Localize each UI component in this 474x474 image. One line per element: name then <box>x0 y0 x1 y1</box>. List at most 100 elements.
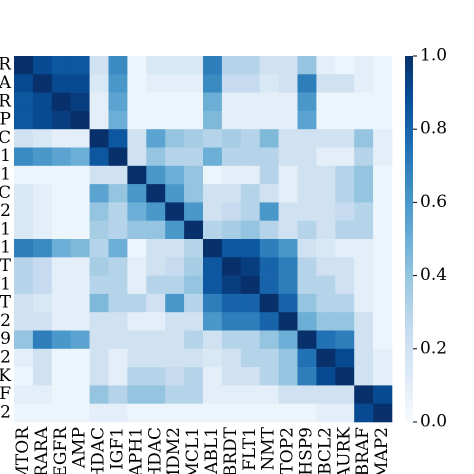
heatmap-cell <box>373 110 393 130</box>
heatmap-cell <box>146 257 166 276</box>
heatmap-cell <box>70 367 90 386</box>
heatmap-cell <box>354 312 374 331</box>
heatmap-cell <box>354 202 374 221</box>
heatmap-cell <box>335 74 355 93</box>
heatmap-cell <box>70 348 90 368</box>
heatmap-cell <box>184 184 204 203</box>
heatmap-cell <box>51 92 71 112</box>
heatmap-cell <box>165 92 185 112</box>
heatmap-cell <box>127 184 147 203</box>
heatmap-cell <box>316 92 336 112</box>
heatmap-cell <box>297 385 317 404</box>
heatmap-cell <box>373 312 393 331</box>
heatmap-cell <box>203 275 223 295</box>
heatmap-cell <box>203 348 223 368</box>
heatmap-cell <box>89 275 109 295</box>
heatmap-cell <box>221 293 242 313</box>
heatmap-cell <box>127 165 147 185</box>
heatmap-cell <box>89 184 109 203</box>
heatmap-cell <box>14 367 34 386</box>
column-label: AMP <box>70 427 90 469</box>
heatmap-cell <box>297 275 317 295</box>
heatmap-cell <box>373 74 393 93</box>
heatmap-cell <box>51 257 71 276</box>
heatmap-cell <box>259 257 279 276</box>
heatmap-cell <box>221 110 242 130</box>
heatmap-cell <box>259 403 279 423</box>
heatmap-cell <box>89 165 109 185</box>
column-label: BCL2 <box>315 427 335 474</box>
heatmap-cell <box>51 129 71 148</box>
heatmap-cell <box>335 129 355 148</box>
heatmap-cell <box>354 110 374 130</box>
heatmap-cell <box>165 110 185 130</box>
heatmap-cell <box>297 220 317 240</box>
heatmap-cell <box>259 184 279 203</box>
heatmap-cell <box>259 74 279 93</box>
heatmap-cell <box>184 165 204 185</box>
heatmap-cell <box>32 220 53 240</box>
heatmap-cell <box>278 129 298 148</box>
heatmap-cell <box>240 147 260 167</box>
heatmap-cell <box>14 257 34 276</box>
heatmap-cell <box>14 330 34 350</box>
heatmap-cell <box>240 385 260 404</box>
heatmap-cell <box>240 239 260 258</box>
heatmap-cell <box>184 348 204 368</box>
heatmap-cell <box>316 202 336 221</box>
column-label: RARA <box>32 426 52 474</box>
row-label: AURK <box>0 366 11 386</box>
heatmap-cell <box>127 202 147 221</box>
heatmap-cell <box>165 367 185 386</box>
column-label: BRAF <box>353 427 373 474</box>
heatmap-cell <box>127 74 147 93</box>
heatmap-cell <box>240 293 260 313</box>
heatmap-cell <box>335 92 355 112</box>
heatmap-cell <box>278 348 298 368</box>
heatmap-cell <box>335 147 355 167</box>
heatmap-cell <box>146 367 166 386</box>
heatmap-cell <box>240 367 260 386</box>
heatmap-cell <box>373 184 393 203</box>
colorbar <box>405 56 413 422</box>
heatmap-cell <box>184 74 204 93</box>
heatmap-cell <box>70 56 90 75</box>
heatmap-cell <box>316 110 336 130</box>
heatmap-cell <box>373 367 393 386</box>
heatmap-cell <box>127 129 147 148</box>
heatmap-cell <box>278 110 298 130</box>
heatmap-cell <box>373 403 393 423</box>
heatmap-cell <box>32 92 53 112</box>
heatmap-cell <box>297 56 317 75</box>
heatmap-cell <box>184 239 204 258</box>
heatmap-cell <box>108 147 128 167</box>
heatmap-cell <box>297 312 317 331</box>
heatmap-cell <box>127 385 147 404</box>
colorbar-tick-label: 0.4 <box>420 265 447 285</box>
heatmap-cell <box>278 312 298 331</box>
heatmap-cell <box>51 385 71 404</box>
heatmap-cell <box>259 129 279 148</box>
column-label: MCL1 <box>183 427 203 474</box>
heatmap-cell <box>108 385 128 404</box>
heatmap-cell <box>184 275 204 295</box>
heatmap-cell <box>354 74 374 93</box>
heatmap-cell <box>165 257 185 276</box>
heatmap-cell <box>354 275 374 295</box>
heatmap-cell <box>354 293 374 313</box>
heatmap-cell <box>297 403 317 423</box>
row-label: MTOR <box>0 55 12 75</box>
heatmap-cell <box>89 202 109 221</box>
heatmap-cell <box>32 385 53 404</box>
heatmap-cell <box>32 74 53 93</box>
heatmap-cell <box>127 348 147 368</box>
heatmap-cell <box>51 330 71 350</box>
heatmap-cell <box>184 92 204 112</box>
heatmap-cell <box>89 92 109 112</box>
heatmap-cell <box>297 239 317 258</box>
heatmap-cell <box>278 74 298 93</box>
row-label: MDM2 <box>0 201 11 221</box>
heatmap-cell <box>221 330 242 350</box>
heatmap-cell <box>70 403 90 423</box>
row-label: HDAC <box>0 128 11 148</box>
